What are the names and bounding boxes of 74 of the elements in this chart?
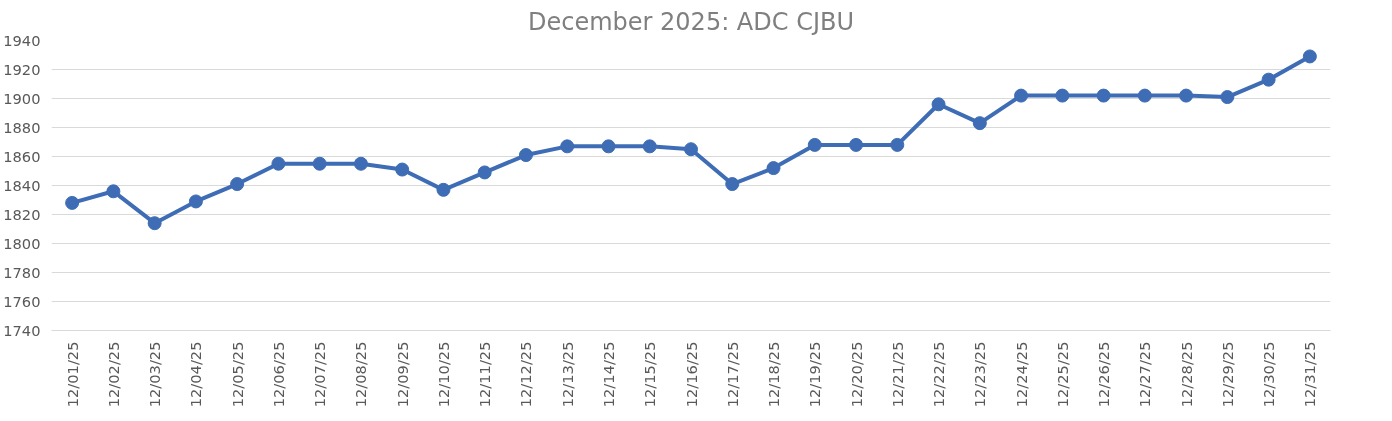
x-tick-label: 12/29/25: [1218, 341, 1236, 408]
x-tick-label: 12/01/25: [63, 341, 81, 408]
point: [1220, 90, 1235, 105]
chart-title: December 2025: ADC CJBU: [527, 7, 855, 36]
x-tick-label: 12/12/25: [517, 341, 535, 408]
point: [972, 116, 987, 131]
point: [230, 177, 245, 192]
x-tick-label: 12/25/25: [1053, 341, 1071, 408]
point: [518, 148, 533, 163]
x-tick-label: 12/22/25: [930, 341, 948, 408]
point: [560, 139, 575, 154]
point: [395, 162, 410, 177]
x-tick-label: 12/15/25: [641, 341, 659, 408]
point: [106, 184, 121, 199]
y-tick-label: 1860: [3, 147, 41, 165]
point: [684, 142, 698, 157]
point: [1055, 88, 1070, 103]
x-tick-label: 12/16/25: [682, 341, 700, 408]
point: [353, 156, 368, 171]
x-tick-label: 12/31/25: [1301, 341, 1319, 408]
point: [188, 194, 203, 209]
x-tick-label: 12/07/25: [311, 341, 329, 408]
x-tick-label: 12/26/25: [1095, 341, 1113, 408]
point: [807, 137, 822, 152]
point: [601, 139, 616, 154]
x-tick-label: 12/24/25: [1012, 341, 1030, 408]
x-tick-label: 12/30/25: [1260, 341, 1278, 408]
x-tick-label: 12/27/25: [1136, 341, 1154, 408]
x-tick-label: 12/08/25: [352, 341, 370, 408]
point: [1261, 72, 1276, 87]
x-tick-label: 12/19/25: [806, 341, 824, 408]
x-tick-label: 12/11/25: [476, 341, 494, 408]
point: [147, 216, 162, 231]
point: [1302, 49, 1317, 64]
point: [65, 195, 80, 210]
point: [312, 156, 327, 171]
y-tick-label: 1900: [3, 89, 41, 107]
x-tick-label: 12/02/25: [104, 341, 122, 408]
point: [766, 161, 781, 176]
y-tick-label: 1880: [3, 118, 41, 136]
point: [477, 165, 492, 180]
point: [1137, 88, 1152, 103]
point: [271, 156, 286, 171]
y-tick-label: 1940: [3, 31, 41, 49]
point: [1179, 88, 1194, 103]
y-tick-label: 1760: [3, 292, 41, 310]
x-tick-label: 12/09/25: [393, 341, 411, 408]
point: [931, 97, 946, 112]
x-tick-label: 12/23/25: [971, 341, 989, 408]
x-tick-label: 12/20/25: [847, 341, 865, 408]
x-tick-label: 12/04/25: [187, 341, 205, 408]
point: [1014, 88, 1029, 103]
point: [890, 137, 905, 152]
x-tick-label: 12/13/25: [558, 341, 576, 408]
y-tick-label: 1780: [3, 263, 41, 281]
x-tick-label: 12/28/25: [1177, 341, 1195, 408]
x-tick-label: 12/05/25: [228, 341, 246, 408]
x-tick-label: 12/17/25: [723, 341, 741, 408]
x-tick-label: 12/18/25: [765, 341, 783, 408]
point: [725, 177, 740, 192]
y-tick-label: 1840: [3, 176, 41, 194]
point: [1096, 88, 1111, 103]
y-tick-label: 1820: [3, 205, 41, 223]
y-tick-label: 1800: [3, 234, 41, 252]
point: [849, 137, 864, 152]
x-tick-label: 12/06/25: [269, 341, 287, 408]
y-tick-label: 1920: [3, 60, 41, 78]
point: [436, 182, 451, 197]
point: [642, 139, 657, 154]
x-tick-label: 12/03/25: [146, 341, 164, 408]
x-tick-label: 12/10/25: [434, 341, 452, 408]
x-tick-label: 12/21/25: [888, 341, 906, 408]
x-tick-label: 12/14/25: [599, 341, 617, 408]
y-tick-label: 1740: [3, 321, 41, 339]
